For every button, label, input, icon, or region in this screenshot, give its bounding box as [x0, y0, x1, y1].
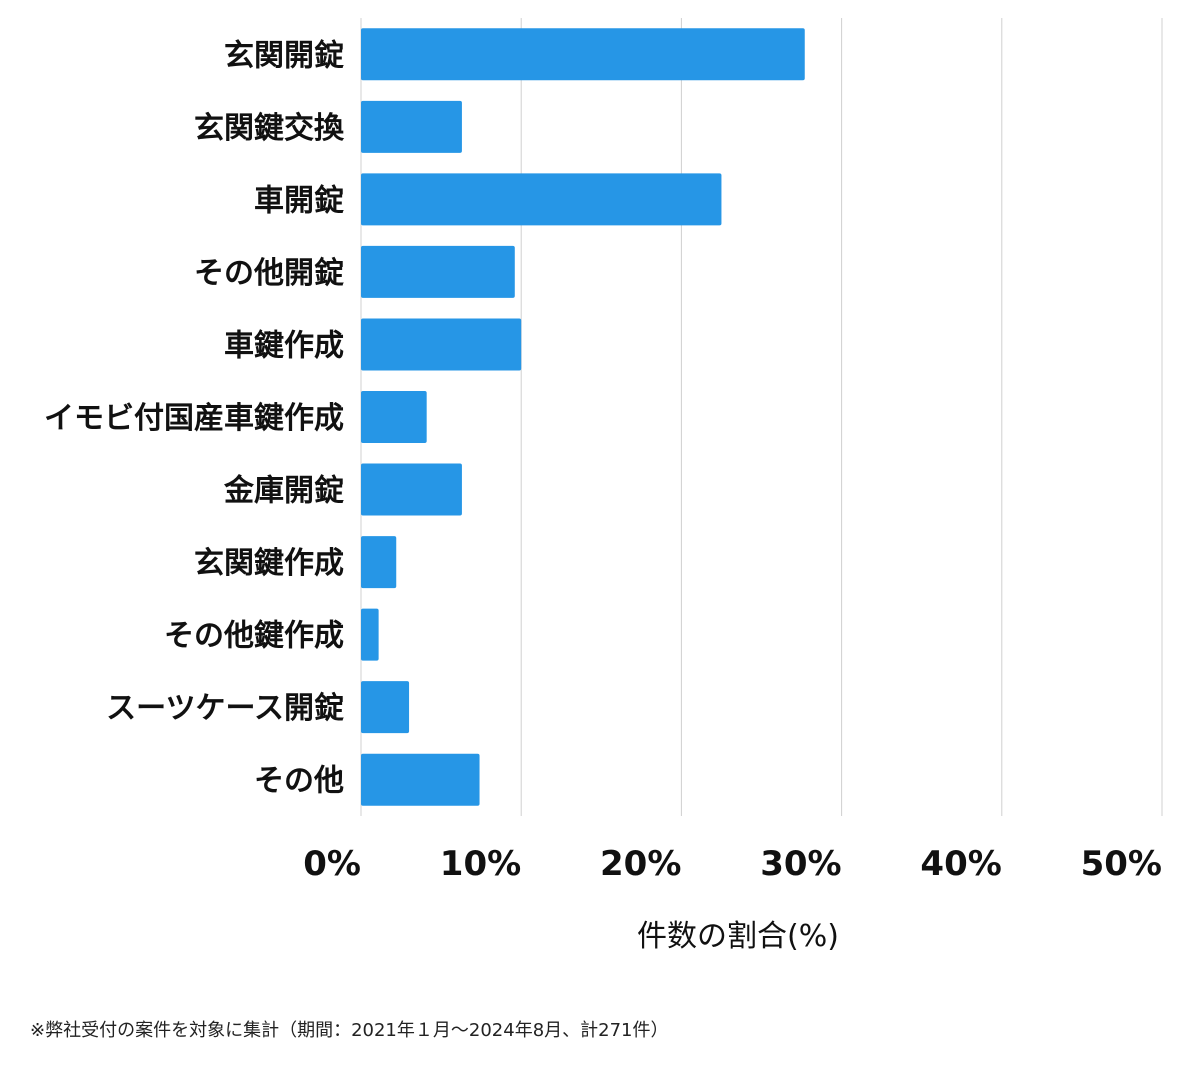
bar-chart: 玄関開錠玄関鍵交換車開錠その他開錠車鍵作成イモビ付国産車鍵作成金庫開錠玄関鍵作成… [44, 18, 1163, 954]
x-axis-title: 件数の割合(%) [637, 919, 839, 954]
category-label-8: その他鍵作成 [164, 619, 344, 654]
x-tick-labels: 0% 10% 20% 30% 40% 50% [303, 844, 1162, 884]
x-tick-label-1: 10% [440, 844, 521, 884]
category-label-2: 車開錠 [254, 183, 344, 218]
category-label-6: 金庫開錠 [223, 474, 344, 509]
footnote: ※弊社受付の案件を対象に集計（期間：2021年１月〜2024年8月、計271件） [30, 1020, 669, 1041]
bar-10 [361, 753, 480, 806]
category-label-1: 玄関鍵交換 [194, 111, 345, 146]
category-label-7: 玄関鍵作成 [194, 546, 344, 581]
bar-9 [361, 681, 410, 734]
category-label-9: スーツケース開錠 [106, 691, 344, 726]
bar-7 [361, 536, 397, 589]
bar-6 [361, 463, 462, 516]
x-tick-label-4: 40% [920, 844, 1001, 884]
x-tick-label-5: 50% [1081, 844, 1162, 884]
category-label-10: その他 [254, 764, 344, 799]
category-label-3: その他開錠 [194, 256, 344, 291]
bar-2 [361, 173, 722, 226]
bar-1 [361, 100, 462, 153]
category-labels: 玄関開錠玄関鍵交換車開錠その他開錠車鍵作成イモビ付国産車鍵作成金庫開錠玄関鍵作成… [44, 38, 345, 798]
bars [361, 28, 805, 806]
bar-0 [361, 28, 805, 81]
x-tick-label-3: 30% [760, 844, 841, 884]
x-tick-label-0: 0% [303, 844, 361, 884]
category-label-4: 車鍵作成 [224, 328, 344, 363]
gridlines [360, 18, 1163, 816]
bar-8 [361, 608, 379, 661]
bar-5 [361, 391, 427, 443]
bar-3 [361, 245, 515, 298]
category-label-5: イモビ付国産車鍵作成 [44, 401, 344, 436]
category-label-0: 玄関開錠 [224, 38, 344, 73]
x-tick-label-2: 20% [600, 844, 681, 884]
bar-4 [361, 318, 522, 371]
